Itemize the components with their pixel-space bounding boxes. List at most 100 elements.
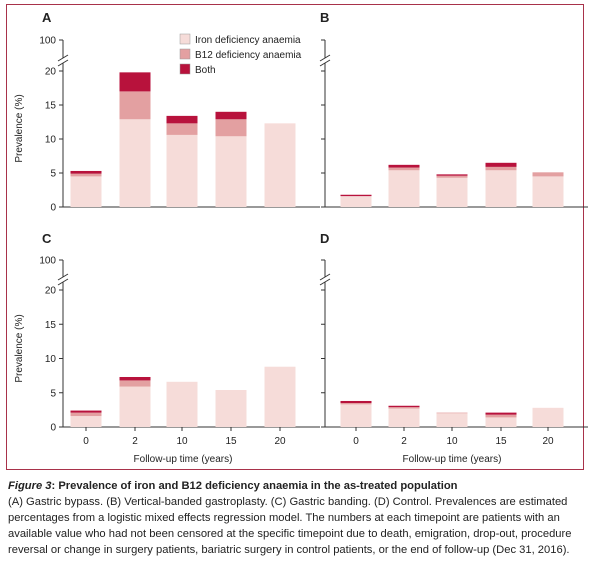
bar-c-0-both	[70, 410, 102, 413]
bar-d-2-iron	[388, 408, 420, 427]
axis-break-mark	[319, 278, 331, 286]
bar-b-0-iron	[340, 196, 372, 207]
caption-title: Figure 3: Prevalence of iron and B12 def…	[8, 480, 457, 492]
axis-break-mark	[319, 54, 331, 62]
bar-a-2-iron	[119, 119, 151, 207]
legend-swatch	[179, 33, 191, 45]
bar-d-10-iron	[436, 413, 468, 427]
bar-b-0-both	[340, 194, 372, 197]
x-tick-label: 10	[176, 436, 188, 447]
bar-b-15-both	[485, 162, 517, 167]
y-tick-label: 0	[50, 423, 56, 434]
y-tick-label: 10	[45, 135, 57, 146]
bar-b-20-iron	[532, 176, 564, 207]
bar-c-20-iron	[264, 366, 296, 427]
bar-b-10-both	[436, 174, 468, 176]
axis-break-mark	[57, 273, 69, 281]
x-axis-label: Follow-up time (years)	[403, 454, 502, 465]
legend-label: Both	[195, 65, 216, 76]
axis-break-mark	[319, 59, 331, 67]
x-tick-label: 20	[274, 436, 286, 447]
legend-swatch	[179, 48, 191, 60]
x-tick-label: 2	[132, 436, 138, 447]
bar-d-0-b12	[340, 403, 372, 405]
panel-letter: A	[42, 10, 52, 25]
bar-d-0-iron	[340, 404, 372, 427]
panel-d: D 0 2 10 15 20 Follow-up time (years)	[319, 231, 588, 465]
bar-d-2-both	[388, 405, 420, 408]
bar-c-2-iron	[119, 386, 151, 427]
bar-c-2-b12	[119, 380, 151, 387]
bar-c-2-both	[119, 376, 151, 381]
bar-a-2-both	[119, 72, 151, 92]
x-tick-label: 0	[83, 436, 89, 447]
panel-letter: D	[320, 231, 329, 246]
bar-d-10-b12	[436, 412, 468, 414]
y-tick-label: 15	[45, 101, 57, 112]
bar-a-0-iron	[70, 176, 102, 207]
bar-d-2-b12	[388, 407, 420, 409]
axis-break-mark	[319, 273, 331, 281]
y-tick-label: 20	[45, 286, 57, 297]
x-tick-label: 15	[495, 436, 507, 447]
bar-a-20-iron	[264, 123, 296, 207]
bar-b-2-both	[388, 164, 420, 168]
legend-label: B12 deficiency anaemia	[195, 50, 302, 61]
bar-a-15-both	[215, 111, 247, 120]
panel-letter: B	[320, 10, 329, 25]
legend: Iron deficiency anaemia B12 deficiency an…	[179, 33, 302, 76]
bar-d-15-both	[485, 412, 517, 415]
bar-b-2-iron	[388, 170, 420, 207]
y-tick-label: 15	[45, 320, 57, 331]
bar-c-15-iron	[215, 390, 247, 427]
caption-figure-label: Figure 3	[8, 480, 52, 492]
y-axis-label: Prevalence (%)	[14, 94, 25, 162]
bar-b-20-b12	[532, 172, 564, 177]
bar-a-10-b12	[166, 123, 198, 135]
bar-d-15-iron	[485, 417, 517, 427]
y-tick-label: 100	[39, 256, 56, 267]
x-tick-label: 0	[353, 436, 359, 447]
bar-b-15-b12	[485, 166, 517, 171]
axis-break-mark	[57, 278, 69, 286]
x-tick-label: 10	[446, 436, 458, 447]
bar-c-0-iron	[70, 416, 102, 427]
panel-c: C 0 5 10 15 20 100 Prevalence (%) 0 2 10 15 20 Follow…	[14, 231, 320, 465]
bar-a-2-b12	[119, 91, 151, 120]
x-tick-label: 20	[542, 436, 554, 447]
figure-caption: Figure 3: Prevalence of iron and B12 def…	[8, 478, 586, 558]
bar-a-10-both	[166, 115, 198, 124]
bar-d-0-both	[340, 400, 372, 404]
y-tick-label: 0	[50, 203, 56, 214]
y-tick-label: 5	[50, 169, 56, 180]
panel-letter: C	[42, 231, 52, 246]
bar-b-15-iron	[485, 170, 517, 207]
bar-a-0-b12	[70, 173, 102, 177]
legend-label: Iron deficiency anaemia	[195, 35, 301, 46]
y-tick-label: 5	[50, 388, 56, 399]
y-tick-label: 100	[39, 36, 56, 47]
bar-d-20-iron	[532, 407, 564, 427]
bar-b-10-iron	[436, 177, 468, 207]
figure-frame	[6, 4, 584, 470]
bar-a-15-b12	[215, 119, 247, 137]
y-tick-label: 20	[45, 67, 57, 78]
caption-title-text: : Prevalence of iron and B12 deficiency …	[51, 480, 458, 492]
x-axis-label: Follow-up time (years)	[134, 454, 233, 465]
caption-body: (A) Gastric bypass. (B) Vertical-banded …	[8, 496, 572, 556]
axis-break-mark	[57, 59, 69, 67]
bar-a-0-both	[70, 170, 102, 174]
bar-b-10-b12	[436, 175, 468, 178]
bar-a-10-iron	[166, 134, 198, 207]
legend-swatch	[179, 63, 191, 75]
panel-a: A 0 5 10 15 20 100 Prevalence (%) Iron deficienc…	[14, 10, 320, 214]
panel-b: B	[319, 10, 588, 208]
bar-c-0-b12	[70, 412, 102, 417]
bar-b-2-b12	[388, 167, 420, 171]
bar-c-10-iron	[166, 381, 198, 427]
y-axis-label: Prevalence (%)	[14, 314, 25, 382]
bar-d-15-b12	[485, 414, 517, 418]
bar-a-15-iron	[215, 136, 247, 207]
